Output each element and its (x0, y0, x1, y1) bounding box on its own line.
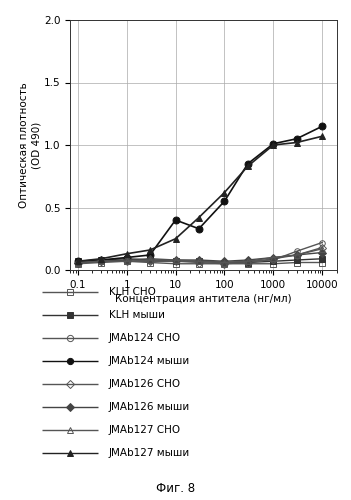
X-axis label: Концентрация антитела (нг/мл): Концентрация антитела (нг/мл) (115, 294, 292, 304)
Text: JMAb126 мыши: JMAb126 мыши (109, 402, 190, 412)
Y-axis label: Оптическая плотность
(OD 490): Оптическая плотность (OD 490) (19, 82, 41, 208)
Text: KLH CHO: KLH CHO (109, 286, 156, 296)
Text: JMAb127 CHO: JMAb127 CHO (109, 426, 181, 436)
Text: JMAb124 CHO: JMAb124 CHO (109, 333, 181, 343)
Text: JMAb127 мыши: JMAb127 мыши (109, 448, 190, 458)
Text: JMAb126 CHO: JMAb126 CHO (109, 379, 181, 389)
Text: JMAb124 мыши: JMAb124 мыши (109, 356, 190, 366)
Text: Фиг. 8: Фиг. 8 (156, 482, 195, 495)
Text: KLH мыши: KLH мыши (109, 310, 165, 320)
